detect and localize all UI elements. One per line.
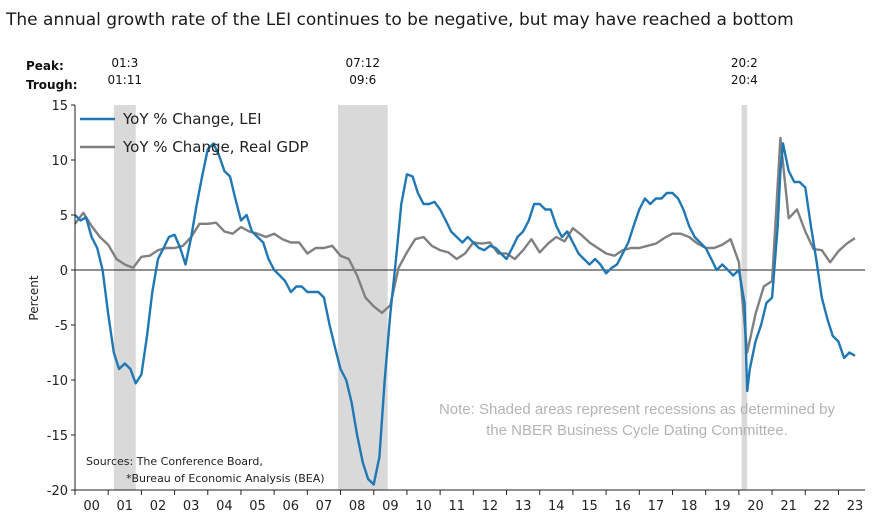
legend-label-0: YoY % Change, LEI [122, 110, 262, 128]
x-tick-labels: 00 01 02 03 04 05 06 07 08 09 10 11 12 13 14 15 16 17 18 19… [74, 490, 864, 514]
sources-line-0: Sources: The Conference Board, [86, 455, 263, 468]
recession-band-1 [337, 105, 388, 490]
series-lines [74, 136, 856, 486]
recession-peak-label-1: 07:12 [345, 56, 380, 70]
recession-trough-label-1: 09:6 [349, 73, 376, 87]
recession-labels: 01:3 01:11 07:12 09:6 20:2 20:4 [107, 56, 757, 87]
x-tick-label-12: 12 [482, 499, 499, 514]
y-tick-label-4: -5 [55, 319, 68, 334]
x-tick-label-2: 02 [150, 499, 167, 514]
x-tick-label-10: 10 [415, 499, 432, 514]
x-tick-label-11: 11 [448, 499, 465, 514]
x-tick-label-6: 06 [282, 499, 299, 514]
note-line-0: Note: Shaded areas represent recessions … [439, 401, 836, 418]
note-line-1: the NBER Business Cycle Dating Committee… [486, 422, 788, 439]
x-tick-label-4: 04 [216, 499, 233, 514]
y-tick-labels: 15 10 5 0 -5 -10 -15 -20 [47, 99, 75, 499]
recession-trough-label-0: 01:11 [107, 73, 142, 87]
recession-peak-label-0: 01:3 [111, 56, 138, 70]
y-tick-label-0: 15 [51, 99, 68, 114]
sources: Sources: The Conference Board, *Bureau of… [86, 455, 325, 485]
x-tick-label-0: 00 [83, 499, 100, 514]
x-tick-label-16: 16 [614, 499, 631, 514]
x-tick-label-21: 21 [780, 499, 797, 514]
x-tick-label-23: 23 [847, 499, 864, 514]
x-tick-label-17: 17 [648, 499, 665, 514]
y-axis-label: Percent [27, 275, 41, 320]
y-tick-label-1: 10 [51, 154, 68, 169]
recession-shading [113, 105, 748, 490]
legend: YoY % Change, LEI YoY % Change, Real GDP [80, 110, 309, 156]
axes [74, 105, 865, 491]
x-tick-label-19: 19 [714, 499, 731, 514]
y-tick-label-2: 5 [60, 209, 68, 224]
peak-row-label: Peak: [26, 59, 64, 73]
x-tick-label-14: 14 [548, 499, 565, 514]
legend-label-1: YoY % Change, Real GDP [122, 138, 309, 156]
recession-band-0 [113, 105, 136, 490]
sources-line-1: *Bureau of Economic Analysis (BEA) [126, 472, 325, 485]
y-tick-label-6: -15 [47, 429, 68, 444]
recession-peak-label-2: 20:2 [731, 56, 758, 70]
x-tick-label-3: 03 [183, 499, 200, 514]
x-tick-label-1: 01 [117, 499, 134, 514]
x-tick-label-18: 18 [681, 499, 698, 514]
x-tick-label-20: 20 [747, 499, 764, 514]
chart-title: The annual growth rate of the LEI contin… [5, 10, 794, 30]
x-tick-label-8: 08 [349, 499, 366, 514]
x-tick-label-5: 05 [249, 499, 266, 514]
recession-trough-label-2: 20:4 [731, 73, 758, 87]
x-tick-label-15: 15 [581, 499, 598, 514]
y-tick-label-3: 0 [60, 264, 68, 279]
y-tick-label-5: -10 [47, 374, 68, 389]
x-tick-label-13: 13 [515, 499, 532, 514]
y-tick-label-7: -20 [47, 484, 68, 499]
series-line-1 [74, 136, 856, 354]
note-annotation: Note: Shaded areas represent recessions … [439, 401, 836, 439]
x-tick-label-22: 22 [814, 499, 831, 514]
trough-row-label: Trough: [26, 78, 78, 92]
x-tick-label-9: 09 [382, 499, 399, 514]
series-line-0 [74, 142, 856, 486]
x-tick-label-7: 07 [316, 499, 333, 514]
